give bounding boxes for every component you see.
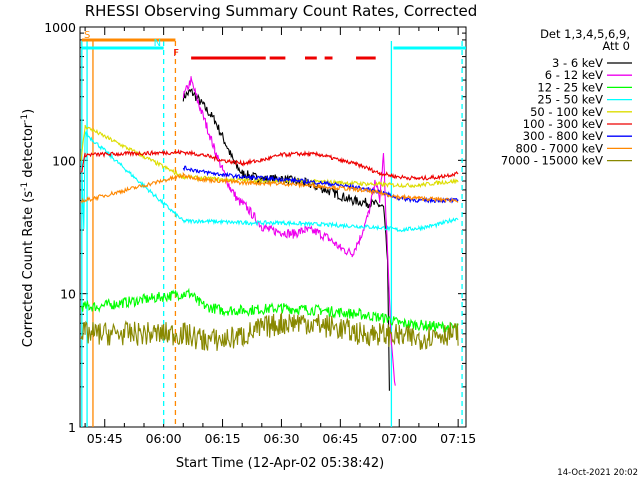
y-tick-label: 10: [60, 287, 76, 302]
y-tick-label: 1: [68, 420, 76, 435]
y-axis-label: Corrected Count Rate (s-1 detector-1): [20, 109, 36, 347]
y-label-exponent: -1: [20, 182, 30, 191]
y-label-text: Corrected Count Rate (s: [21, 191, 36, 348]
x-tick-label: 06:30: [263, 431, 299, 446]
legend-header: Det 1,3,4,5,6,9,: [540, 27, 630, 41]
y-label-exponent: -1: [20, 114, 30, 123]
legend-label: 50 - 100 keV: [530, 105, 603, 119]
legend-label: 800 - 7000 keV: [515, 141, 603, 155]
y-tick-label: 100: [52, 153, 76, 168]
legend-label: 3 - 6 keV: [552, 56, 603, 70]
chart-title: RHESSI Observing Summary Count Rates, Co…: [85, 2, 478, 20]
flag-label: S: [84, 30, 90, 41]
plot-area: 1 10 100 1000 05:45 06:00 06:15 06:30 06:45 07:00…: [44, 20, 476, 446]
y-label-text: detector: [21, 122, 36, 182]
x-tick-label: 06:45: [322, 431, 358, 446]
series-line-9: [80, 312, 459, 351]
y-label-text: ): [21, 109, 36, 114]
legend-label: 100 - 300 keV: [523, 117, 603, 131]
x-tick-label: 07:00: [381, 431, 417, 446]
legend-label: 300 - 800 keV: [523, 129, 603, 143]
series-line-4: [80, 130, 459, 233]
legend-label: 7000 - 15000 keV: [501, 154, 603, 168]
series-line-7: [182, 165, 459, 204]
x-tick-label: 06:00: [146, 431, 182, 446]
series-line-8: [80, 171, 459, 204]
series-line-2: [182, 76, 396, 386]
x-tick-label: 05:45: [87, 431, 123, 446]
series-line-3: [80, 287, 459, 333]
x-tick-label: 07:15: [440, 431, 476, 446]
x-tick-label: 06:15: [205, 431, 241, 446]
legend-header: Att 0: [602, 39, 630, 53]
series-line-6: [80, 148, 459, 181]
flag-label: F: [173, 48, 179, 59]
generation-timestamp: 14-Oct-2021 20:02: [557, 468, 638, 478]
flag-label: N: [154, 38, 161, 49]
legend-label: 6 - 12 keV: [545, 68, 603, 82]
legend-label: 25 - 50 keV: [537, 93, 603, 107]
x-axis-label: Start Time (12-Apr-02 05:38:42): [176, 456, 384, 471]
series-line-1: [182, 88, 390, 391]
plot-frame: [79, 26, 467, 428]
y-tick-label: 1000: [44, 20, 76, 35]
legend-label: 12 - 25 keV: [537, 80, 603, 94]
